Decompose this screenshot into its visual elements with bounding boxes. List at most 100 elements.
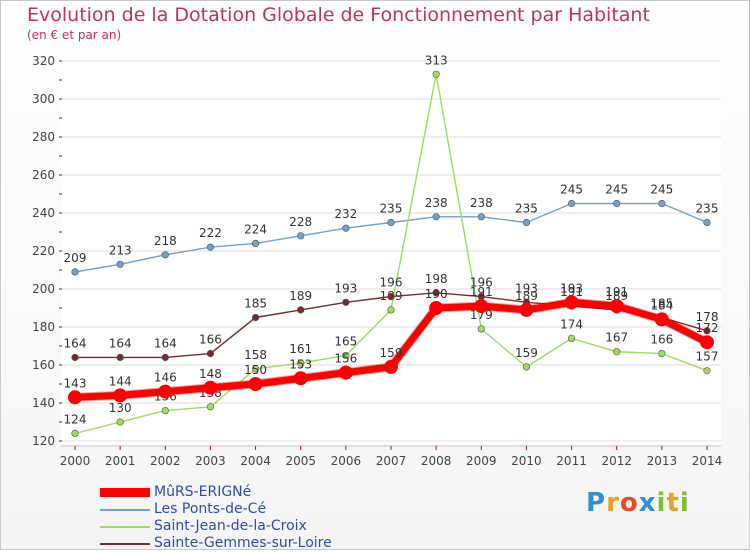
logo-letter: o <box>619 488 639 518</box>
x-tick-label: 2004 <box>240 454 271 468</box>
logo-letter: i <box>679 488 690 518</box>
data-point <box>338 365 353 380</box>
data-label: 156 <box>334 352 357 366</box>
data-point <box>71 353 79 362</box>
x-tick-label: 2006 <box>331 454 362 468</box>
data-point <box>297 359 305 367</box>
x-tick-label: 2012 <box>601 454 632 468</box>
data-label: 153 <box>289 357 312 371</box>
data-point <box>432 289 440 297</box>
data-point <box>387 218 395 227</box>
y-tick-label: 180 <box>32 320 55 334</box>
data-label: 222 <box>199 226 222 240</box>
data-point <box>342 224 350 232</box>
legend-swatch <box>100 488 150 497</box>
x-tick-label: 2014 <box>692 454 723 468</box>
data-point <box>658 199 666 208</box>
data-point <box>613 199 621 208</box>
data-label: 164 <box>109 336 132 350</box>
data-label: 161 <box>289 342 312 356</box>
data-label: 130 <box>109 401 132 415</box>
x-tick-label: 2013 <box>647 454 678 468</box>
data-label: 189 <box>289 289 312 303</box>
data-point <box>116 260 124 268</box>
data-label: 193 <box>560 281 583 295</box>
data-label: 213 <box>109 243 132 257</box>
data-label: 196 <box>380 276 403 290</box>
x-tick-label: 2007 <box>376 454 407 468</box>
data-point <box>477 213 485 221</box>
data-point <box>297 232 305 240</box>
data-label: 150 <box>244 363 267 377</box>
data-point <box>609 299 624 314</box>
data-point <box>116 353 124 362</box>
y-tick-label: 260 <box>32 168 55 182</box>
data-label: 228 <box>289 215 312 229</box>
data-label: 185 <box>650 297 673 311</box>
logo-letter: r <box>606 488 620 518</box>
chart-subtitle: (en € et par an) <box>27 28 122 42</box>
legend-label: Saint-Jean-de-la-Croix <box>154 518 307 534</box>
data-point <box>251 365 260 373</box>
data-point <box>703 218 711 227</box>
data-label: 157 <box>696 350 719 364</box>
data-point <box>161 407 169 415</box>
data-point <box>387 306 395 314</box>
data-point <box>71 429 79 438</box>
data-point <box>384 359 398 374</box>
data-label: 238 <box>425 196 448 210</box>
data-point <box>522 218 531 227</box>
data-label: 235 <box>696 202 719 216</box>
data-label: 179 <box>470 308 493 322</box>
data-point <box>477 325 485 333</box>
data-label: 245 <box>650 183 673 197</box>
data-label: 218 <box>154 234 177 248</box>
data-point <box>206 403 215 411</box>
x-tick-label: 2010 <box>511 454 542 468</box>
data-label: 191 <box>605 285 628 299</box>
data-point <box>654 312 669 327</box>
x-tick-label: 2000 <box>60 454 91 468</box>
chart-title: Evolution de la Dotation Globale de Fonc… <box>27 4 650 26</box>
data-point <box>161 251 169 259</box>
data-label: 159 <box>380 346 403 360</box>
data-label: 185 <box>244 297 267 311</box>
data-label: 190 <box>425 287 448 301</box>
data-label: 172 <box>696 321 719 335</box>
data-point <box>251 239 260 247</box>
data-point <box>567 334 576 343</box>
legend-label: Les Ponts-de-Cé <box>154 501 267 517</box>
data-label: 144 <box>109 374 132 388</box>
legend-label: MûRS-ERIGNé <box>154 484 252 500</box>
data-label: 189 <box>515 289 538 303</box>
data-point <box>703 367 711 375</box>
data-point <box>474 299 489 314</box>
data-point <box>293 371 308 386</box>
data-label: 189 <box>605 289 628 303</box>
data-point <box>113 388 128 403</box>
data-label: 196 <box>470 276 493 290</box>
data-label: 174 <box>560 317 583 331</box>
data-label: 238 <box>470 196 493 210</box>
y-tick-label: 200 <box>32 282 55 296</box>
data-point <box>522 363 531 371</box>
legend-swatch <box>100 526 150 528</box>
x-tick-label: 2009 <box>466 454 497 468</box>
x-tick-label: 2011 <box>556 454 587 468</box>
data-label: 245 <box>605 183 628 197</box>
logo-letter: P <box>586 488 607 518</box>
x-tick-label: 2001 <box>105 454 136 468</box>
x-tick-label: 2003 <box>195 454 226 468</box>
data-point <box>68 390 82 405</box>
data-label: 124 <box>64 412 87 426</box>
data-point <box>432 70 440 78</box>
data-point <box>564 295 579 310</box>
data-label: 209 <box>64 251 87 265</box>
data-point <box>342 298 350 306</box>
data-label: 313 <box>425 53 448 67</box>
data-point <box>703 327 711 335</box>
data-label: 184 <box>650 298 673 312</box>
data-point <box>251 313 260 322</box>
data-label: 165 <box>334 335 357 349</box>
